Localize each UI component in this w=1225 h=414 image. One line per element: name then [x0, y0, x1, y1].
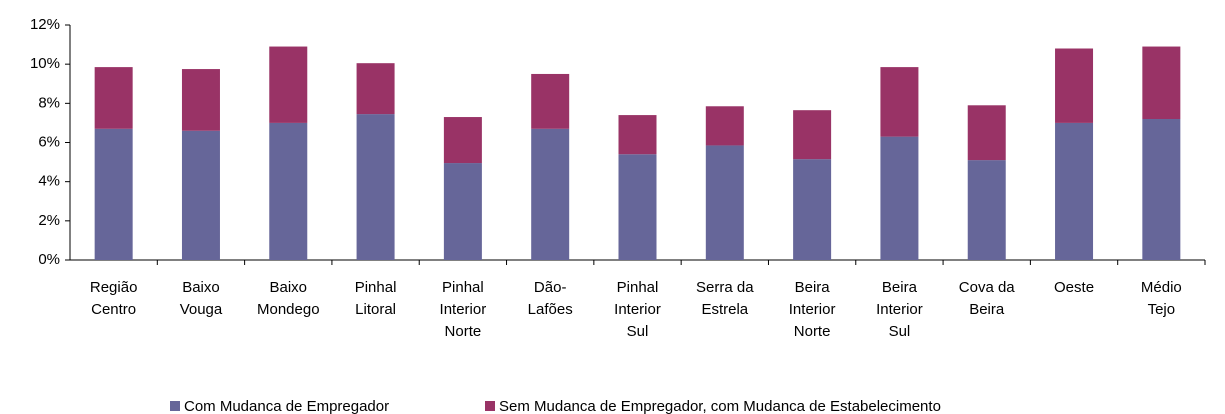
x-tick-label: Região Centro: [90, 279, 138, 318]
bar-segment: [1142, 119, 1181, 260]
legend-label: Sem Mudanca de Empregador, com Mudanca d…: [499, 398, 941, 414]
bar-segment: [618, 115, 657, 155]
bar-segment: [967, 105, 1006, 161]
y-tick-label: 6%: [38, 133, 60, 150]
x-tick-label: Serra da Estrela: [696, 279, 754, 318]
legend-swatch: [485, 401, 495, 411]
bar-segment: [705, 145, 744, 260]
bar-segment: [793, 110, 832, 160]
bar-segment: [531, 128, 570, 260]
x-tick-label: Médio Tejo: [1141, 279, 1182, 318]
bar-segment: [356, 114, 395, 261]
y-tick-label: 8%: [38, 94, 60, 111]
bar-segment: [531, 73, 570, 129]
legend-label: Com Mudanca de Empregador: [184, 398, 389, 414]
y-tick-label: 2%: [38, 212, 60, 229]
bar-segment: [793, 159, 832, 260]
x-tick-label: Pinhal Interior Sul: [614, 279, 661, 340]
bar-segment: [705, 106, 744, 146]
x-tick-label: Pinhal Interior Norte: [440, 279, 487, 340]
y-tick-label: 12%: [30, 16, 60, 33]
x-tick-label: Beira Interior Norte: [789, 279, 836, 340]
x-tick-label: Baixo Mondego: [257, 279, 320, 318]
bar-segment: [880, 67, 919, 137]
bar-segment: [269, 122, 308, 261]
bar-segment: [181, 130, 220, 260]
bar-segment: [1055, 48, 1094, 123]
bar-segment: [181, 69, 220, 131]
y-tick-label: 0%: [38, 251, 60, 268]
bar-segment: [1055, 122, 1094, 261]
x-tick-label: Oeste: [1054, 279, 1094, 296]
bar-segment: [967, 160, 1006, 260]
x-tick-label: Beira Interior Sul: [876, 279, 923, 340]
bar-segment: [94, 67, 133, 129]
y-tick-label: 10%: [30, 55, 60, 72]
bar-segment: [443, 117, 482, 164]
bar-segment: [356, 63, 395, 115]
x-tick-label: Cova da Beira: [959, 279, 1016, 318]
bar-segment: [618, 154, 657, 260]
bar-segment: [443, 163, 482, 260]
legend-swatch: [170, 401, 180, 411]
y-tick-label: 4%: [38, 173, 60, 190]
x-tick-label: Pinhal Litoral: [355, 279, 397, 318]
x-tick-label: Baixo Vouga: [180, 279, 223, 318]
x-tick-label: Dão-Lafões: [528, 279, 573, 318]
bar-segment: [94, 128, 133, 260]
bar-segment: [269, 46, 308, 123]
bar-segment: [1142, 46, 1181, 119]
bar-segment: [880, 136, 919, 260]
